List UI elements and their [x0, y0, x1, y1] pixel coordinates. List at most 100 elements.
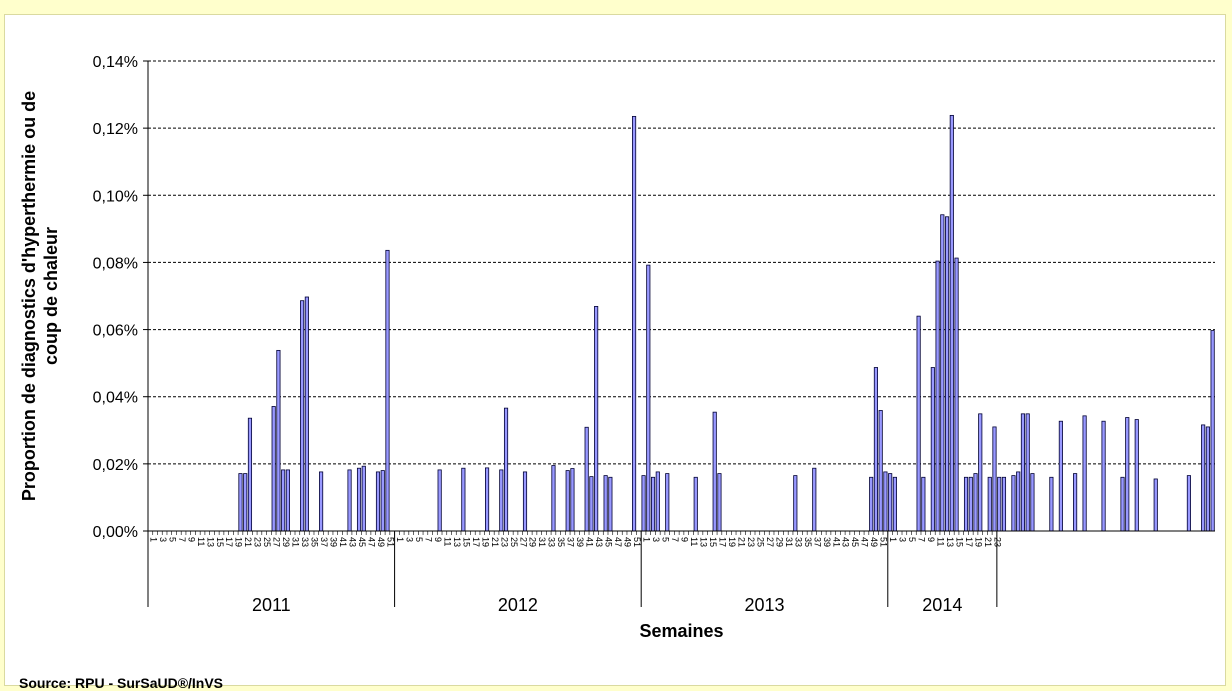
bar — [304, 296, 309, 532]
bar — [1205, 426, 1210, 532]
bar — [641, 475, 646, 532]
week-label: 31 — [291, 537, 301, 547]
bar — [665, 473, 670, 532]
week-label: 15 — [955, 537, 965, 547]
bar — [940, 214, 945, 532]
bar — [247, 417, 253, 532]
bar — [603, 475, 608, 532]
week-label: 5 — [414, 537, 424, 542]
bar — [1120, 476, 1125, 532]
bar — [978, 413, 983, 532]
week-label: 47 — [367, 537, 377, 547]
y-tick-label: 0,04% — [93, 390, 138, 407]
week-label: 19 — [727, 537, 737, 547]
week-label: 39 — [575, 537, 585, 547]
week-label: 1 — [148, 537, 158, 542]
bar — [589, 476, 594, 532]
bar — [503, 407, 509, 532]
bar — [1001, 476, 1007, 532]
week-label: 13 — [205, 537, 215, 547]
week-label: 9 — [433, 537, 443, 542]
bar — [717, 473, 722, 532]
bar — [1134, 419, 1139, 532]
bar — [380, 470, 385, 532]
y-tick-label: 0,02% — [93, 457, 138, 474]
week-label: 15 — [461, 537, 471, 547]
bar — [973, 473, 978, 532]
week-label: 25 — [509, 537, 519, 547]
week-label: 7 — [177, 537, 187, 542]
week-label: 3 — [158, 537, 168, 542]
bar — [375, 471, 381, 532]
chart-frame: 0,00% 0,02% 0,04% 0,06% 0,08% 0,10% 0,12% 0,14%… — [4, 14, 1226, 691]
y-tick-label: 0,14% — [93, 54, 138, 71]
bar — [655, 471, 660, 532]
bar — [1016, 471, 1021, 532]
bar — [361, 465, 366, 532]
bar — [347, 469, 352, 532]
week-label: 9 — [926, 537, 936, 542]
bar — [693, 476, 698, 532]
week-label: 17 — [717, 537, 727, 547]
week-label: 29 — [528, 537, 538, 547]
week-label: 11 — [936, 537, 946, 546]
week-label: 33 — [793, 537, 803, 547]
bar — [712, 411, 717, 532]
bar — [1011, 475, 1016, 532]
bar — [888, 473, 893, 532]
bar — [1025, 413, 1030, 532]
labels: 0,00% 0,02% 0,04% 0,06% 0,08% 0,10% 0,12% 0,14%… — [19, 54, 1002, 641]
bar — [1058, 420, 1063, 532]
bar — [1186, 475, 1191, 532]
bar — [793, 475, 798, 532]
week-label: 43 — [841, 537, 851, 547]
week-label: 29 — [774, 537, 784, 547]
week-label: 51 — [385, 537, 395, 547]
y-tick-label: 0,00% — [93, 524, 138, 541]
week-label: 35 — [556, 537, 566, 547]
week-label: 25 — [262, 537, 272, 547]
week-label: 41 — [831, 537, 841, 547]
week-label: 21 — [243, 537, 253, 547]
bar — [650, 476, 656, 532]
week-label: 21 — [983, 537, 993, 547]
week-label: 3 — [898, 537, 908, 542]
week-label: 31 — [784, 537, 794, 547]
week-label: 27 — [765, 537, 775, 547]
bar — [300, 300, 305, 532]
week-label: 3 — [651, 537, 661, 542]
year-label: 2014 — [922, 595, 962, 615]
bar — [570, 468, 575, 532]
week-label: 43 — [594, 537, 604, 547]
y-tick-label: 0,10% — [93, 188, 138, 205]
week-label: 39 — [329, 537, 339, 547]
bar — [945, 216, 950, 532]
bar — [1030, 473, 1035, 532]
week-label: 1 — [888, 537, 898, 542]
week-label: 3 — [404, 537, 414, 542]
week-label: 1 — [395, 537, 405, 542]
bar — [608, 476, 613, 532]
bar — [949, 114, 954, 532]
week-label: 49 — [869, 537, 879, 547]
bar — [1153, 478, 1158, 532]
bar — [930, 367, 935, 532]
bar — [522, 471, 528, 532]
week-label: 49 — [623, 537, 633, 547]
week-label: 15 — [708, 537, 718, 547]
week-label: 19 — [480, 537, 490, 547]
bar — [385, 249, 390, 532]
bar — [873, 367, 878, 532]
bar — [1073, 473, 1078, 532]
bars — [238, 114, 1215, 532]
bar — [954, 257, 959, 532]
week-label: 11 — [196, 537, 206, 546]
bar — [1082, 415, 1087, 532]
week-label: 21 — [490, 537, 500, 547]
week-label: 31 — [537, 537, 547, 547]
gridlines — [148, 60, 1215, 465]
bar — [461, 467, 466, 532]
week-label: 11 — [689, 537, 699, 546]
bar — [584, 426, 589, 532]
week-label: 1 — [642, 537, 652, 542]
